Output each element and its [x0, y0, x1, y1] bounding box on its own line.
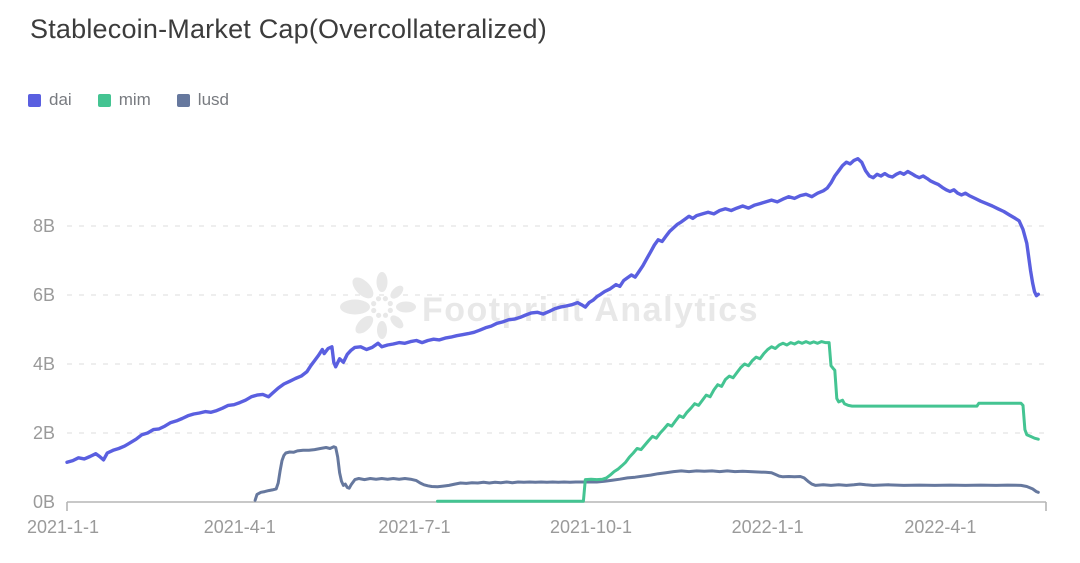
logo-petal [352, 277, 374, 299]
logo-dot [371, 307, 377, 314]
x-tick-label: 2021-4-1 [204, 517, 276, 537]
legend-item-mim[interactable]: mim [97, 90, 151, 110]
logo-dot [376, 312, 382, 318]
logo-petal [377, 321, 387, 339]
x-tick-label: 2022-4-1 [904, 517, 976, 537]
mim-swatch [97, 93, 111, 107]
logo-petal [396, 301, 416, 313]
watermark: Footprint Analytics [340, 272, 759, 339]
logo-petal [390, 315, 404, 329]
series-lines [65, 156, 1041, 503]
y-tick-label: 4B [33, 354, 55, 374]
lusd-line [253, 445, 1040, 502]
legend-label: dai [49, 90, 72, 109]
legend-item-dai[interactable]: dai [28, 90, 72, 110]
axes: 0B 2B 4B 6B 8B 2021-1-1 2021-4-1 2021-7-1 2021-1… [27, 216, 1047, 537]
legend-label: lusd [197, 90, 229, 109]
x-tick-label: 2021-1-1 [27, 517, 99, 537]
y-tick-label: 2B [33, 423, 55, 443]
gridlines [67, 225, 1046, 434]
legend-label: mim [118, 90, 151, 109]
x-tick-label: 2021-10-1 [550, 517, 632, 537]
y-tick-label: 6B [33, 285, 55, 305]
dai-line [65, 156, 1041, 464]
logo-petal [390, 285, 404, 299]
logo-dot [382, 312, 389, 318]
logo-dot [387, 300, 393, 307]
logo-petal [376, 272, 388, 292]
logo-dot [382, 296, 388, 302]
legend-item-lusd[interactable]: lusd [176, 90, 229, 110]
chart-title: Stablecoin-Market Cap(Overcollateralized… [30, 14, 547, 44]
x-tick-label: 2021-7-1 [378, 517, 450, 537]
y-tick-label: 8B [33, 216, 55, 236]
lusd-swatch [176, 93, 190, 107]
mim-line [436, 340, 1040, 503]
watermark-text: Footprint Analytics [422, 291, 759, 329]
logo-petal [340, 299, 370, 315]
legend: dai mim lusd [28, 90, 229, 110]
logo-dot [375, 296, 382, 302]
dai-swatch [28, 93, 41, 107]
logo-dot [371, 301, 377, 307]
logo-petal [355, 315, 374, 334]
y-tick-label: 0B [33, 492, 55, 512]
x-tick-label: 2022-1-1 [732, 517, 804, 537]
footprint-logo-icon [340, 272, 416, 339]
logo-dot [387, 307, 393, 313]
